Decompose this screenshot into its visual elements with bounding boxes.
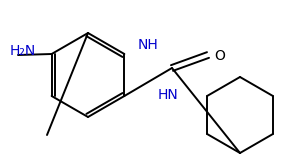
- Text: H₂N: H₂N: [10, 44, 36, 58]
- Text: O: O: [215, 49, 225, 63]
- Text: HN: HN: [158, 88, 178, 102]
- Text: NH: NH: [138, 38, 158, 52]
